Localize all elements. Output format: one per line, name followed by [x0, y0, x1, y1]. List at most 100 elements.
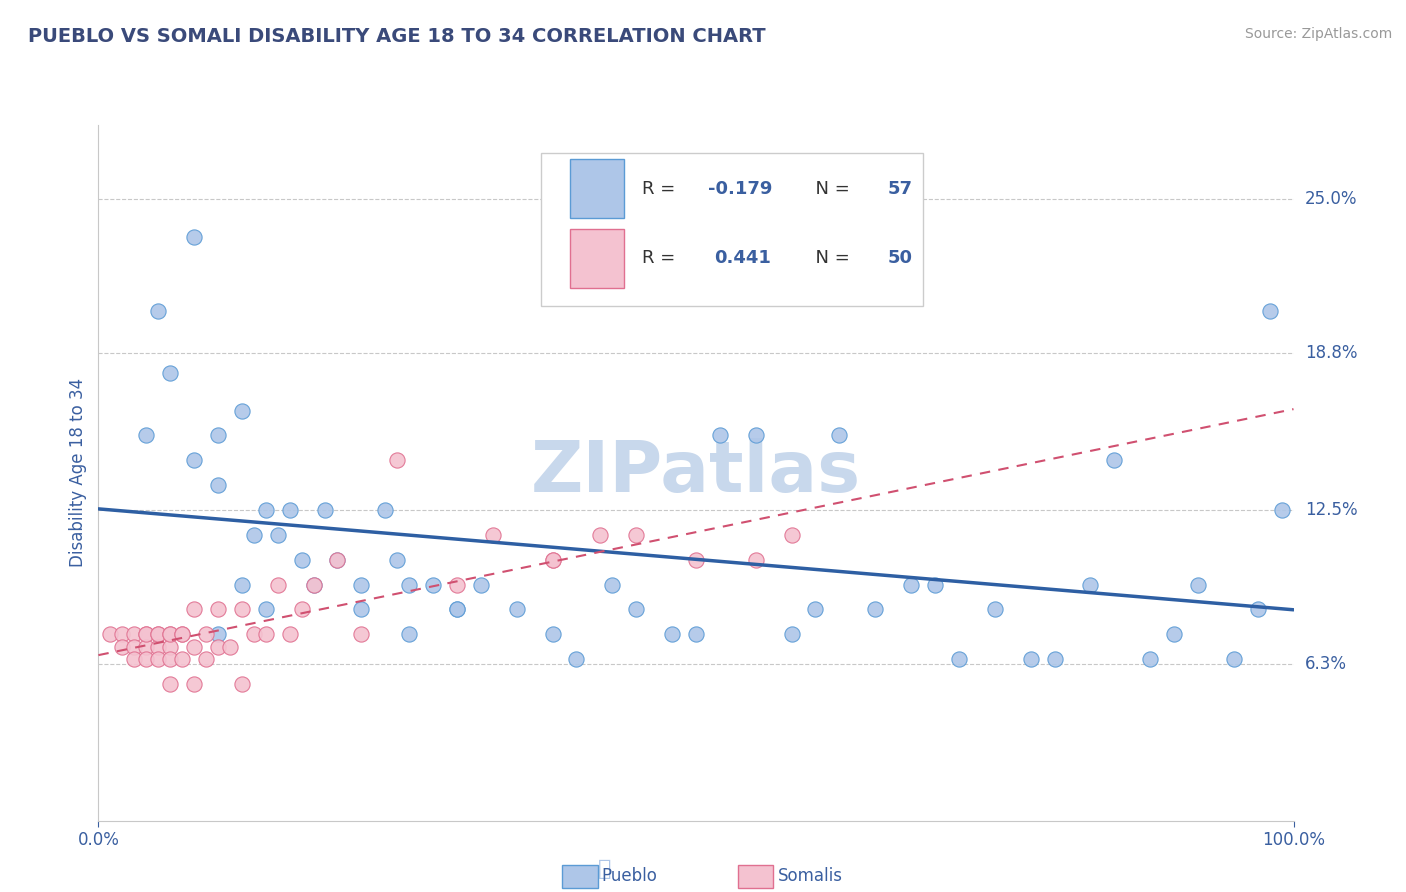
Text: 18.8%: 18.8% [1305, 344, 1357, 362]
Point [1019, 652, 1042, 666]
Text: 57: 57 [887, 179, 912, 197]
Point [207, 627, 229, 641]
Point [135, 627, 157, 641]
Point [124, 652, 146, 666]
Text: -0.179: -0.179 [709, 179, 772, 197]
Point [600, 577, 623, 591]
Point [290, 552, 312, 567]
Text: R =: R = [643, 249, 688, 267]
Point [398, 627, 420, 641]
Point [159, 652, 181, 666]
Point [983, 602, 1005, 616]
Text: R =: R = [643, 179, 681, 197]
Point [183, 453, 205, 467]
Point [541, 552, 564, 567]
Point [1246, 602, 1268, 616]
Text: Pueblo: Pueblo [602, 867, 658, 885]
Point [135, 627, 157, 641]
Text: ⬜: ⬜ [598, 859, 612, 879]
Point [685, 552, 707, 567]
Point [624, 602, 647, 616]
Point [135, 640, 157, 654]
Point [159, 627, 181, 641]
Point [661, 627, 683, 641]
Point [506, 602, 529, 616]
Point [1102, 453, 1125, 467]
Point [780, 627, 803, 641]
Point [135, 652, 157, 666]
Point [159, 640, 181, 654]
Point [159, 677, 181, 691]
Point [254, 602, 277, 616]
Text: N =: N = [804, 179, 855, 197]
Point [231, 403, 253, 417]
Point [183, 677, 205, 691]
Point [148, 640, 170, 654]
Point [948, 652, 970, 666]
Point [780, 528, 803, 542]
Point [709, 428, 731, 442]
Point [124, 627, 146, 641]
Point [685, 627, 707, 641]
Point [1187, 577, 1209, 591]
Point [1222, 652, 1246, 666]
Point [148, 627, 170, 641]
Point [1139, 652, 1161, 666]
Point [267, 528, 290, 542]
Point [302, 577, 325, 591]
Point [98, 627, 122, 641]
Text: PUEBLO VS SOMALI DISABILITY AGE 18 TO 34 CORRELATION CHART: PUEBLO VS SOMALI DISABILITY AGE 18 TO 34… [28, 27, 766, 45]
Point [254, 627, 277, 641]
Point [278, 503, 301, 517]
Text: Source: ZipAtlas.com: Source: ZipAtlas.com [1244, 27, 1392, 41]
Point [1163, 627, 1185, 641]
Point [804, 602, 827, 616]
Point [624, 528, 647, 542]
Point [183, 640, 205, 654]
Point [207, 428, 229, 442]
Point [350, 577, 373, 591]
Point [135, 428, 157, 442]
Point [231, 577, 253, 591]
Point [207, 478, 229, 492]
Point [385, 552, 409, 567]
Point [148, 627, 170, 641]
Point [194, 652, 217, 666]
Text: 25.0%: 25.0% [1305, 190, 1357, 209]
Point [900, 577, 922, 591]
Bar [571, 159, 624, 219]
Point [231, 677, 253, 691]
Point [1043, 652, 1066, 666]
Point [446, 602, 468, 616]
Point [278, 627, 301, 641]
Point [231, 602, 253, 616]
Text: Somalis: Somalis [778, 867, 842, 885]
Point [863, 602, 886, 616]
Point [159, 627, 181, 641]
Point [422, 577, 444, 591]
Point [207, 640, 229, 654]
Point [541, 627, 564, 641]
Point [243, 528, 266, 542]
Point [194, 627, 217, 641]
Point [267, 577, 290, 591]
Point [254, 503, 277, 517]
Point [172, 627, 194, 641]
Point [1080, 577, 1102, 591]
FancyBboxPatch shape [540, 153, 922, 306]
Point [481, 528, 505, 542]
Point [446, 602, 468, 616]
Point [326, 552, 349, 567]
Point [172, 652, 194, 666]
Point [350, 627, 373, 641]
Point [1258, 304, 1281, 318]
Point [745, 552, 768, 567]
Point [326, 552, 349, 567]
Point [924, 577, 946, 591]
Point [745, 428, 768, 442]
Point [172, 627, 194, 641]
Point [183, 229, 205, 244]
Point [374, 503, 396, 517]
Point [183, 602, 205, 616]
Point [243, 627, 266, 641]
